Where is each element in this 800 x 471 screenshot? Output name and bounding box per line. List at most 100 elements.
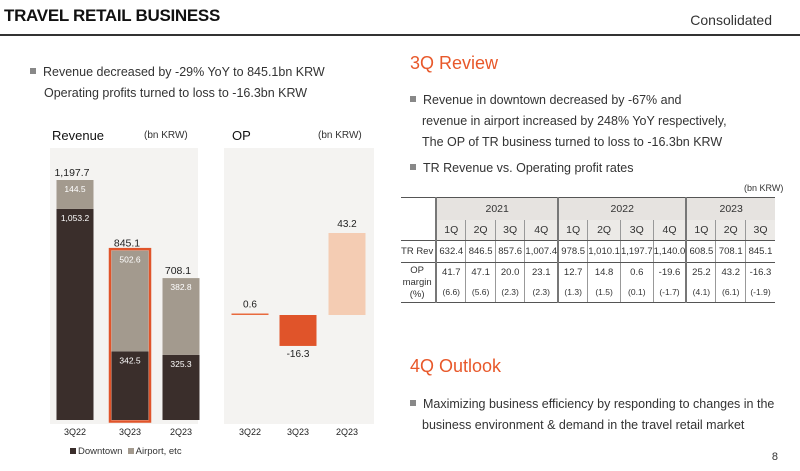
table-cell: (-1.9) <box>745 282 775 303</box>
table-cell: 846.5 <box>465 240 496 263</box>
op-chart-title: OP <box>232 128 251 143</box>
row-label-op: OP <box>410 264 424 276</box>
page-number: 8 <box>771 451 778 463</box>
op-bar <box>231 313 269 315</box>
table-cell: 857.6 <box>494 240 525 263</box>
outlook-line-2: business environment & demand in the tra… <box>422 418 745 432</box>
table-cell: -16.3 <box>745 262 775 283</box>
revenue-x-tick: 2Q23 <box>170 427 192 437</box>
revenue-x-tick: 3Q22 <box>64 427 86 437</box>
outlook-title: 4Q Outlook <box>410 356 502 376</box>
review-title: 3Q Review <box>410 53 499 73</box>
revenue-legend: Downtown Airport, etc <box>70 446 182 457</box>
table-cell: (2.3) <box>524 282 559 303</box>
legend-downtown-swatch <box>70 448 76 454</box>
legend-downtown-label: Downtown <box>78 446 123 457</box>
revenue-airport-label: 502.6 <box>119 255 141 265</box>
quarter-header: 4Q <box>524 219 559 241</box>
op-x-tick: 3Q23 <box>287 427 309 437</box>
table-cell: 1,010.1 <box>587 240 621 263</box>
revenue-highlight-box <box>108 247 152 423</box>
page-subtitle: Consolidated <box>690 12 772 28</box>
year-header-2022: 2022 <box>557 197 687 220</box>
bullet-marker <box>410 400 416 406</box>
row-label-tr-rev: TR Rev <box>401 240 437 263</box>
table-cell: (6.6) <box>435 282 466 303</box>
op-chart-unit: (bn KRW) <box>318 130 362 141</box>
table-cell: 14.8 <box>587 262 621 283</box>
table-row: OP margin (%) 41.7 47.1 20.0 23.1 12.7 1… <box>401 262 775 303</box>
table-unit: (bn KRW) <box>744 183 784 193</box>
year-header-2023: 2023 <box>685 197 775 220</box>
revenue-bar-airport <box>111 250 149 352</box>
table-cell: 845.1 <box>745 240 775 263</box>
table-cell: (5.6) <box>465 282 496 303</box>
row-label-op-margin: OP margin (%) <box>401 262 437 303</box>
quarter-header: 3Q <box>494 219 525 241</box>
legend-airport-swatch <box>127 448 134 454</box>
revenue-downtown-label: 342.5 <box>119 355 141 365</box>
table-cell: (0.1) <box>619 282 654 303</box>
quarter-header: 4Q <box>652 219 687 241</box>
table-cell: (2.3) <box>494 282 525 303</box>
table-cell: 608.5 <box>685 240 716 263</box>
bullet-marker <box>30 68 36 74</box>
row-label-pct: (%) <box>409 288 425 300</box>
table-cell: 20.0 <box>494 262 525 283</box>
table-cell: 12.7 <box>557 262 588 283</box>
table-corner-cell <box>401 197 437 220</box>
revenue-chart-title: Revenue <box>52 128 105 143</box>
table-cell: (-1.7) <box>652 282 687 303</box>
revenue-bar-airport <box>162 278 200 355</box>
legend-airport-label: Airport, etc <box>135 446 182 457</box>
quarter-header: 1Q <box>557 219 588 241</box>
revenue-downtown-label: 325.3 <box>170 359 192 369</box>
table-cell: (4.1) <box>685 282 716 303</box>
quarter-header: 3Q <box>745 219 775 241</box>
revenue-bar-airport <box>56 180 94 209</box>
op-value-label: 0.6 <box>243 300 257 311</box>
review-bullet: Revenue in downtown decreased by -67% an… <box>410 90 727 153</box>
table-cell: 632.4 <box>435 240 466 263</box>
quarter-header: 2Q <box>465 219 496 241</box>
revenue-op-table: 2021 2022 2023 1Q 2Q 3Q 4Q 1Q 2Q 3Q 4Q 1… <box>401 197 775 303</box>
revenue-total-label: 708.1 <box>165 265 191 277</box>
op-bar <box>328 233 366 315</box>
review-line-1: Revenue in downtown decreased by -67% an… <box>423 93 682 107</box>
revenue-total-label: 845.1 <box>114 238 140 250</box>
table-cell: 0.6 <box>619 262 654 283</box>
outlook-bullet: Maximizing business efficiency by respon… <box>410 394 774 436</box>
quarter-header: 3Q <box>619 219 654 241</box>
table-year-row: 2021 2022 2023 <box>401 197 775 220</box>
op-value-label: -16.3 <box>287 349 310 360</box>
table-cell: 47.1 <box>465 262 496 283</box>
quarter-header: 2Q <box>715 219 746 241</box>
summary-line-2: Operating profits turned to loss to -16.… <box>44 86 308 100</box>
table-cell: (1.5) <box>587 282 621 303</box>
quarter-header: 1Q <box>685 219 716 241</box>
revenue-chart-unit: (bn KRW) <box>144 130 188 141</box>
op-x-tick: 3Q22 <box>239 427 261 437</box>
revenue-bar-downtown <box>111 351 149 420</box>
revenue-x-tick: 3Q23 <box>119 427 141 437</box>
bullet-marker <box>410 164 416 170</box>
revenue-airport-label: 382.8 <box>170 282 192 292</box>
table-quarter-row: 1Q 2Q 3Q 4Q 1Q 2Q 3Q 4Q 1Q 2Q 3Q <box>401 219 775 241</box>
table-cell: 41.7 <box>435 262 466 283</box>
table-row: (6.6) (5.6) (2.3) (2.3) (1.3) (1.5) (0.1… <box>401 282 775 303</box>
table-cell: 43.2 <box>715 262 746 283</box>
header-rule <box>0 34 800 36</box>
page-title: TRAVEL RETAIL BUSINESS <box>4 6 221 25</box>
review-line-4: TR Revenue vs. Operating profit rates <box>423 161 634 175</box>
op-bar <box>279 315 317 346</box>
revenue-downtown-label: 1,053.2 <box>61 213 90 223</box>
table-cell: (1.3) <box>557 282 588 303</box>
op-x-tick: 2Q23 <box>336 427 358 437</box>
revenue-bar-downtown <box>56 208 94 420</box>
summary-bullet: Revenue decreased by -29% YoY to 845.1bn… <box>30 62 325 104</box>
table-cell: 978.5 <box>557 240 588 263</box>
table-cell: 23.1 <box>524 262 559 283</box>
table-cell: 25.2 <box>685 262 716 283</box>
table-corner-cell <box>401 219 437 241</box>
